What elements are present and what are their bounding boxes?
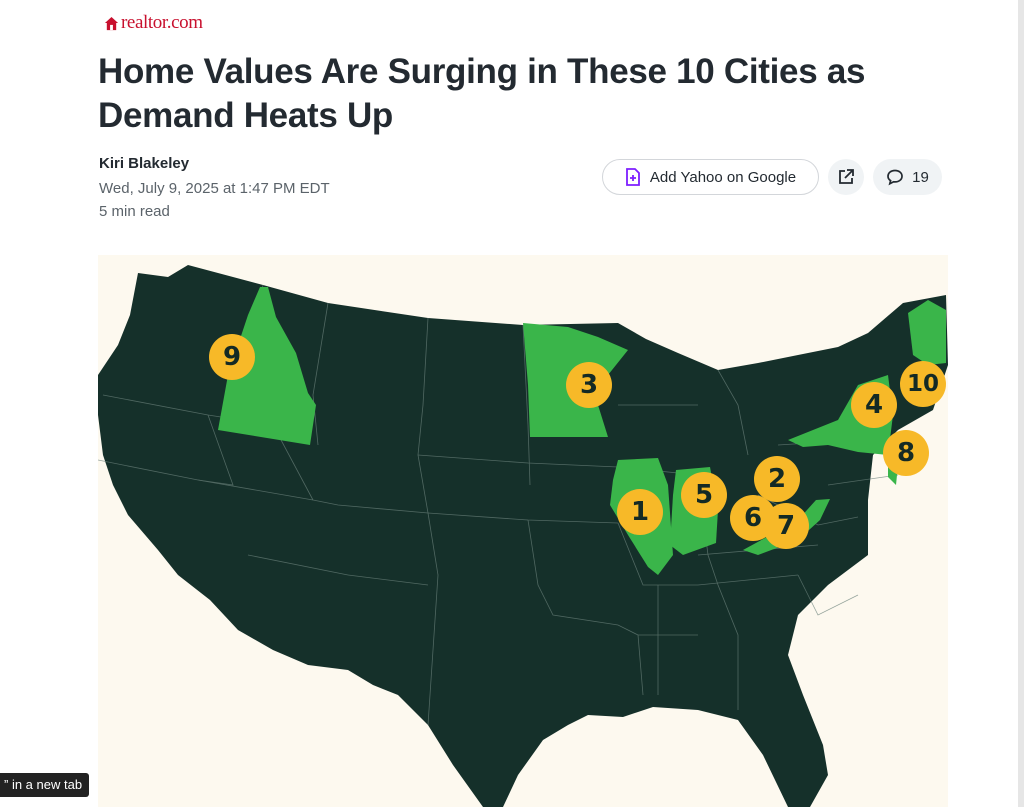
author-name[interactable]: Kiri Blakeley [99,155,190,172]
house-icon [104,16,119,30]
add-yahoo-on-google-button[interactable]: Add Yahoo on Google [602,159,819,195]
city-marker-5: 5 [681,472,727,518]
article-actions: Add Yahoo on Google 19 [602,159,942,195]
window-edge [1018,0,1024,807]
city-marker-2: 2 [754,456,800,502]
brand-name: realtor.com [121,12,203,33]
city-marker-4: 4 [851,382,897,428]
comments-count: 19 [912,168,929,186]
comments-button[interactable]: 19 [873,159,942,195]
article-headline: Home Values Are Surging in These 10 Citi… [98,52,866,135]
publish-date: Wed, July 9, 2025 at 1:47 PM EDT [99,180,330,197]
us-map-image: 1 2 3 4 5 6 7 8 9 10 [98,255,948,807]
city-marker-8: 8 [883,430,929,476]
city-marker-9: 9 [209,334,255,380]
read-time: 5 min read [99,203,170,220]
bookmark-plus-icon [625,168,640,186]
site-logo[interactable]: realtor.com [104,12,203,34]
share-button[interactable] [828,159,864,195]
city-marker-3: 3 [566,362,612,408]
state-idaho [218,287,316,445]
city-marker-7: 7 [763,503,809,549]
city-marker-1: 1 [617,489,663,535]
external-share-icon [839,169,854,184]
us-map [98,265,948,807]
link-tooltip: ” in a new tab [0,773,90,797]
google-button-label: Add Yahoo on Google [649,168,797,186]
byline: Kiri Blakeley Wed, July 9, 2025 at 1:47 … [99,155,330,223]
state-maine [908,300,946,365]
city-marker-10: 10 [900,361,946,407]
comment-bubble-icon [887,169,904,186]
